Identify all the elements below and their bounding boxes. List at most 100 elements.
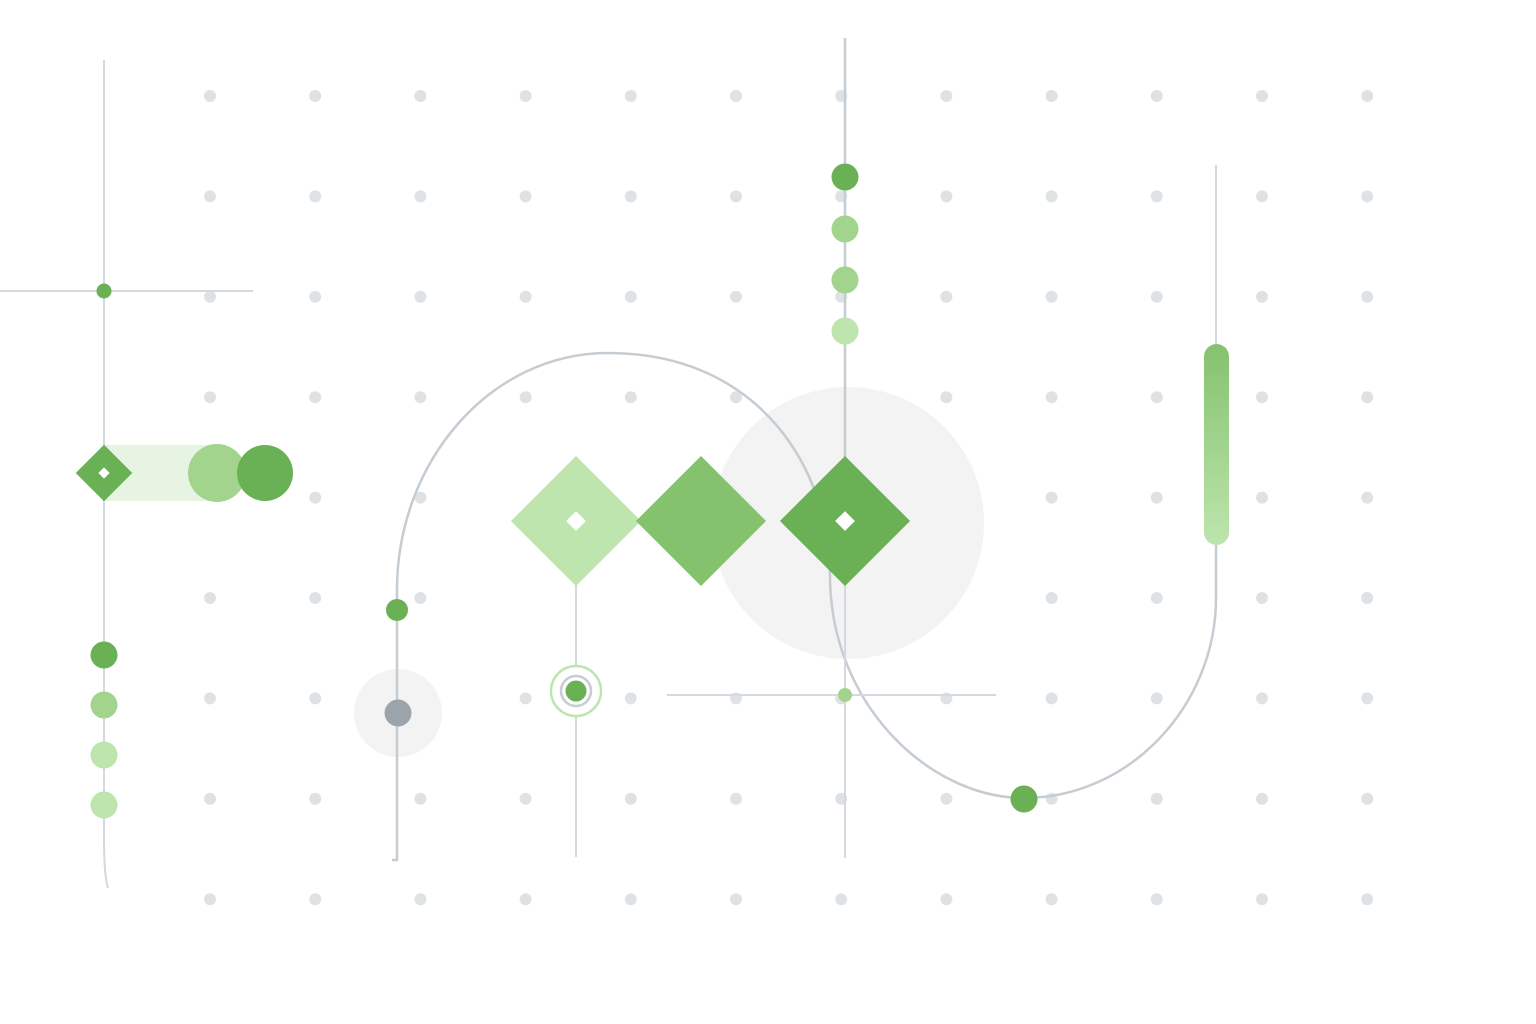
grid-dot	[1150, 692, 1163, 705]
grid-dot	[519, 692, 532, 705]
grid-dot	[940, 391, 953, 404]
grid-dot	[414, 592, 427, 604]
grid-dot	[414, 290, 427, 303]
grid-dot	[309, 190, 322, 203]
grid-dot	[1256, 792, 1268, 805]
grid-dot	[1150, 592, 1163, 604]
grid-dot	[1256, 692, 1268, 705]
grid-dot	[1150, 893, 1163, 906]
grid-dot	[414, 893, 427, 906]
grid-dot	[1045, 190, 1058, 203]
grid-dot	[309, 491, 322, 504]
left-vertical-tail	[103, 837, 109, 889]
middle-diamond-node	[635, 455, 767, 587]
grid-dot	[1150, 90, 1163, 102]
grid-dot	[624, 391, 637, 404]
grid-dot	[624, 90, 637, 102]
left-chain-circle-light	[188, 444, 246, 502]
grid-dot	[1045, 491, 1058, 504]
grid-dot	[309, 290, 322, 303]
grid-dot	[519, 391, 532, 404]
grid-dot	[1150, 190, 1163, 203]
grid-dot	[1256, 491, 1268, 504]
grid-dot	[414, 391, 427, 404]
left-sequence-dot-4	[90, 791, 118, 819]
grid-dot	[519, 893, 532, 906]
grid-dot	[1361, 893, 1374, 906]
left-chain-circle-dark	[237, 445, 293, 501]
junction-node	[96, 283, 112, 299]
grid-dot	[940, 792, 953, 805]
grid-dot	[1361, 391, 1374, 404]
grid-dot	[1256, 290, 1268, 303]
grid-dot	[1256, 391, 1268, 404]
grid-dot	[1361, 190, 1374, 203]
grid-dot	[1256, 592, 1268, 604]
grid-dot	[519, 90, 532, 102]
grid-dot	[624, 893, 637, 906]
grid-dot	[730, 190, 742, 203]
top-sequence-dot-2	[831, 215, 859, 243]
grid-dot	[309, 90, 322, 102]
grid-dot	[204, 792, 216, 805]
grid-dot	[204, 692, 216, 705]
grid-dot	[1150, 491, 1163, 504]
grid-dot	[519, 792, 532, 805]
grid-dot	[1361, 491, 1374, 504]
grid-dot	[414, 190, 427, 203]
grid-dot	[624, 692, 637, 705]
grid-dot	[835, 893, 848, 906]
left-sequence-dot-3	[90, 741, 118, 769]
grid-dot	[204, 893, 216, 906]
grid-dot	[414, 90, 427, 102]
grid-dot	[624, 792, 637, 805]
grid-dot	[940, 893, 953, 906]
top-sequence-dot-1	[831, 163, 859, 191]
grid-dot	[940, 90, 953, 102]
grid-dot	[309, 692, 322, 705]
grid-dot	[414, 491, 427, 504]
gray-node	[384, 699, 412, 727]
grid-dot	[730, 391, 742, 404]
grid-dot	[204, 190, 216, 203]
grid-dot	[1256, 893, 1268, 906]
grid-dot	[1150, 391, 1163, 404]
grid-dot	[204, 90, 216, 102]
left-sequence-dot-1	[90, 641, 118, 669]
grid-dot	[1256, 190, 1268, 203]
grid-dot	[204, 592, 216, 604]
top-sequence-dot-4	[831, 317, 859, 345]
grid-dot	[1361, 792, 1374, 805]
top-sequence-dot-3	[831, 266, 859, 294]
grid-dot	[730, 792, 742, 805]
curve-node-left	[386, 599, 408, 621]
grid-dot	[624, 290, 637, 303]
grid-dot	[1150, 290, 1163, 303]
grid-dot	[204, 290, 216, 303]
dot-grid	[204, 90, 1374, 906]
grid-dot	[1045, 391, 1058, 404]
grid-dot	[730, 90, 742, 102]
grid-dot	[519, 190, 532, 203]
crosshair-node	[838, 688, 852, 702]
grid-dot	[1256, 90, 1268, 102]
light-diamond-center	[566, 511, 586, 531]
target-ring-core	[565, 680, 587, 702]
grid-dot	[1361, 692, 1374, 705]
grid-dot	[730, 290, 742, 303]
curve-node-bottom	[1010, 785, 1038, 813]
grid-dot	[1361, 592, 1374, 604]
grid-dot	[309, 391, 322, 404]
grid-dot	[1150, 792, 1163, 805]
grid-dot	[1045, 592, 1058, 604]
grid-dot	[309, 592, 322, 604]
grid-dot	[940, 190, 953, 203]
grid-dot	[1045, 90, 1058, 102]
grid-dot	[309, 792, 322, 805]
grid-dot	[1045, 893, 1058, 906]
grid-dot	[730, 893, 742, 906]
right-diamond-center	[835, 511, 855, 531]
grid-dot	[414, 792, 427, 805]
